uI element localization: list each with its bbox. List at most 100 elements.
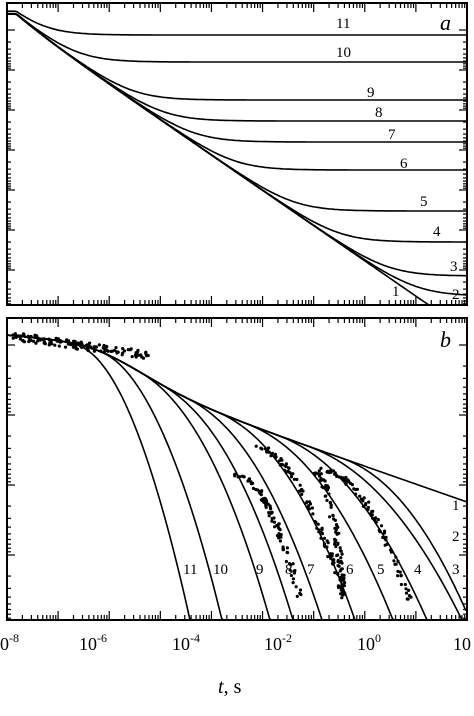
data-point — [47, 343, 51, 347]
data-point — [323, 536, 327, 540]
data-point — [139, 353, 143, 357]
data-point — [28, 338, 33, 342]
data-point — [126, 348, 130, 352]
data-point — [328, 515, 332, 519]
data-point — [340, 561, 344, 565]
data-point — [405, 597, 409, 601]
data-point — [272, 520, 277, 524]
data-point — [94, 345, 98, 349]
data-point — [394, 562, 398, 566]
data-point — [385, 542, 389, 546]
curve-b-label-11: 11 — [183, 562, 197, 578]
curve-b-label-4: 4 — [414, 562, 422, 578]
x-axis-title: t, s — [218, 676, 242, 698]
curve-a-9 — [7, 13, 467, 101]
data-point — [279, 457, 283, 461]
data-point — [329, 505, 333, 509]
data-point — [354, 487, 358, 492]
data-point — [329, 503, 333, 507]
curve-b-label-5: 5 — [377, 562, 385, 578]
data-point — [280, 462, 284, 467]
data-point — [72, 339, 76, 343]
data-point — [339, 585, 343, 589]
data-point — [317, 528, 321, 532]
curve-a-label-4: 4 — [433, 224, 441, 240]
data-point — [343, 581, 347, 585]
data-point — [342, 584, 346, 588]
data-point — [399, 574, 403, 578]
data-point — [298, 489, 302, 493]
data-point — [31, 339, 36, 343]
data-point — [381, 535, 385, 540]
data-point — [295, 594, 299, 599]
data-point — [284, 470, 288, 474]
data-point — [325, 545, 329, 549]
data-point — [370, 513, 374, 517]
data-point — [327, 492, 331, 496]
data-point — [323, 494, 327, 498]
data-point — [279, 535, 283, 539]
data-point — [247, 477, 252, 481]
x-tick-label-1e-8: 0-8 — [0, 631, 19, 654]
curve-a-6 — [7, 13, 467, 171]
panel-b-scatter — [11, 332, 413, 601]
data-point — [384, 538, 388, 542]
data-point — [340, 552, 344, 556]
data-point — [114, 346, 118, 350]
curve-a-8 — [7, 13, 467, 122]
data-point — [273, 454, 277, 458]
data-point — [336, 571, 340, 575]
data-point — [379, 524, 384, 528]
data-point — [17, 334, 21, 338]
curve-b-label-8: 8 — [285, 562, 293, 578]
curve-a-5 — [7, 13, 467, 212]
curve-a-label-9: 9 — [367, 85, 375, 101]
data-point — [310, 506, 314, 510]
data-point — [284, 559, 288, 564]
data-point — [358, 494, 362, 498]
data-point — [389, 550, 394, 554]
data-point — [396, 574, 400, 578]
data-point — [264, 499, 268, 503]
data-point — [334, 545, 338, 549]
data-point — [291, 472, 295, 476]
data-point — [57, 339, 61, 343]
data-point — [102, 344, 106, 348]
data-point — [292, 477, 296, 481]
data-point — [36, 339, 40, 343]
data-point — [71, 342, 76, 346]
data-point — [329, 556, 333, 561]
curve-a-label-1: 1 — [392, 284, 400, 300]
data-point — [339, 579, 343, 583]
data-point — [396, 559, 400, 563]
data-point — [341, 590, 345, 594]
data-point — [278, 528, 282, 532]
curve-a-label-6: 6 — [400, 156, 408, 172]
data-point — [63, 345, 68, 349]
data-point — [354, 492, 358, 496]
curve-a-label-11: 11 — [336, 16, 350, 32]
data-point — [102, 350, 106, 354]
data-point — [112, 348, 117, 352]
data-point — [322, 544, 327, 548]
data-point — [121, 347, 125, 351]
panel-a-label: a — [440, 10, 451, 35]
data-point — [276, 522, 280, 527]
curve-a-3 — [7, 13, 467, 277]
data-point — [325, 498, 329, 502]
data-point — [298, 483, 302, 487]
data-point — [97, 343, 101, 347]
data-point — [320, 485, 324, 489]
data-point — [328, 501, 332, 505]
data-point — [74, 343, 78, 347]
data-point — [18, 337, 23, 341]
data-point — [106, 349, 110, 353]
data-point — [317, 469, 321, 473]
panel-b-curve-labels: 1 2 3 4 5 6 7 8 9 10 11 — [183, 498, 460, 578]
data-point — [340, 573, 344, 577]
data-point — [289, 475, 294, 479]
data-point — [281, 545, 285, 549]
data-point — [404, 591, 409, 595]
data-point — [378, 529, 382, 533]
